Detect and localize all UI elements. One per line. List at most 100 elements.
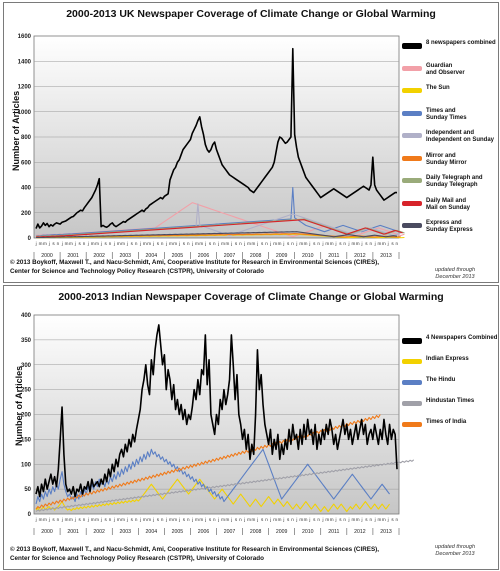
month-tick-label: j — [152, 241, 154, 246]
month-tick-label: m — [225, 517, 229, 522]
month-tick-label: j — [113, 517, 115, 522]
month-tick-label: j — [321, 241, 323, 246]
month-tick-label: n — [213, 241, 216, 246]
month-tick-label: m — [299, 241, 303, 246]
month-tick-label: j — [387, 517, 389, 522]
month-tick-label: j — [217, 241, 219, 246]
month-tick-label: j — [217, 517, 219, 522]
month-tick-label: m — [69, 241, 73, 246]
month-tick-label: n — [83, 241, 86, 246]
uk-updated-note: updated through December 2013 — [434, 267, 476, 280]
legend-swatch — [402, 200, 422, 206]
month-tick-label: s — [391, 241, 394, 246]
legend-label: Express and Sunday Express — [426, 220, 473, 233]
legend-swatch — [402, 43, 422, 49]
y-tick-label: 150 — [21, 437, 32, 443]
y-tick-label: 600 — [21, 160, 32, 166]
month-tick-label: j — [61, 517, 63, 522]
month-tick-label: n — [239, 517, 242, 522]
legend-swatch — [402, 223, 422, 228]
month-tick-label: j — [256, 517, 258, 522]
month-tick-label: j — [204, 517, 206, 522]
y-tick-label: 0 — [28, 512, 32, 518]
month-tick-label: n — [317, 241, 320, 246]
legend-label: 8 newspapers combined — [426, 40, 496, 46]
month-tick-label: m — [39, 241, 43, 246]
month-tick-label: j — [191, 517, 193, 522]
y-tick-label: 400 — [21, 186, 32, 192]
month-tick-label: n — [161, 517, 164, 522]
legend-label: Indian Express — [426, 356, 469, 362]
month-tick-label: m — [273, 241, 277, 246]
year-tick-label: 2010 — [302, 253, 314, 259]
y-tick-label: 1600 — [18, 34, 32, 40]
year-tick-label: 2008 — [250, 529, 262, 535]
month-tick-label: j — [139, 517, 141, 522]
year-tick-label: 2009 — [276, 253, 288, 259]
month-tick-label: m — [273, 517, 277, 522]
month-tick-label: s — [365, 517, 368, 522]
month-tick-label: m — [304, 517, 308, 522]
month-tick-label: j — [230, 241, 232, 246]
legend-swatch — [402, 133, 422, 138]
year-tick-label: 2007 — [224, 253, 236, 259]
legend-swatch — [402, 155, 422, 161]
month-tick-label: m — [91, 517, 95, 522]
year-tick-label: 2002 — [93, 529, 105, 535]
month-tick-label: m — [330, 517, 334, 522]
legend-swatch — [402, 88, 422, 93]
month-tick-label: m — [69, 517, 73, 522]
year-tick-label: 2008 — [250, 253, 262, 259]
month-tick-label: j — [256, 241, 258, 246]
legend-swatch — [402, 422, 422, 427]
month-tick-label: s — [261, 517, 264, 522]
month-tick-label: s — [339, 517, 342, 522]
month-tick-label: s — [52, 517, 55, 522]
legend-label: Independent and Independent on Sunday — [426, 130, 495, 143]
month-tick-label: m — [199, 517, 203, 522]
month-tick-label: m — [304, 241, 308, 246]
year-tick-label: 2001 — [67, 253, 79, 259]
year-tick-label: 2005 — [172, 253, 184, 259]
month-tick-label: m — [169, 517, 173, 522]
month-tick-label: s — [339, 241, 342, 246]
month-tick-label: s — [131, 241, 134, 246]
month-tick-label: m — [39, 517, 43, 522]
month-tick-label: m — [143, 517, 147, 522]
uk-chart-title: 2000-2013 UK Newspaper Coverage of Clima… — [66, 8, 436, 20]
month-tick-label: m — [325, 517, 329, 522]
y-tick-label: 1200 — [18, 85, 32, 91]
month-tick-label: j — [308, 241, 310, 246]
legend-swatch — [402, 401, 422, 406]
year-tick-label: 2001 — [67, 529, 79, 535]
month-tick-label: j — [126, 241, 128, 246]
month-tick-label: n — [291, 241, 294, 246]
month-tick-label: m — [225, 241, 229, 246]
month-tick-label: m — [252, 241, 256, 246]
month-tick-label: m — [195, 241, 199, 246]
month-tick-label: s — [78, 517, 81, 522]
month-tick-label: s — [105, 517, 108, 522]
month-tick-label: j — [165, 517, 167, 522]
month-tick-label: m — [378, 241, 382, 246]
month-tick-label: n — [343, 517, 346, 522]
month-tick-label: m — [247, 517, 251, 522]
month-tick-label: j — [48, 241, 50, 246]
month-tick-label: m — [95, 241, 99, 246]
legend-swatch — [402, 110, 422, 116]
legend-label: The Sun — [426, 85, 450, 91]
legend-swatch — [402, 380, 422, 385]
uk-chart-panel: 2000-2013 UK Newspaper Coverage of Clima… — [3, 2, 499, 283]
month-tick-label: j — [178, 517, 180, 522]
legend-label: 4 Newspapers Combined — [426, 335, 498, 341]
month-tick-label: j — [348, 517, 350, 522]
month-tick-label: m — [351, 517, 355, 522]
month-tick-label: j — [282, 241, 284, 246]
legend-swatch — [402, 359, 422, 364]
month-tick-label: s — [235, 241, 238, 246]
year-tick-label: 2004 — [146, 529, 158, 535]
month-tick-label: n — [343, 241, 346, 246]
month-tick-label: m — [221, 517, 225, 522]
month-tick-label: m — [382, 517, 386, 522]
